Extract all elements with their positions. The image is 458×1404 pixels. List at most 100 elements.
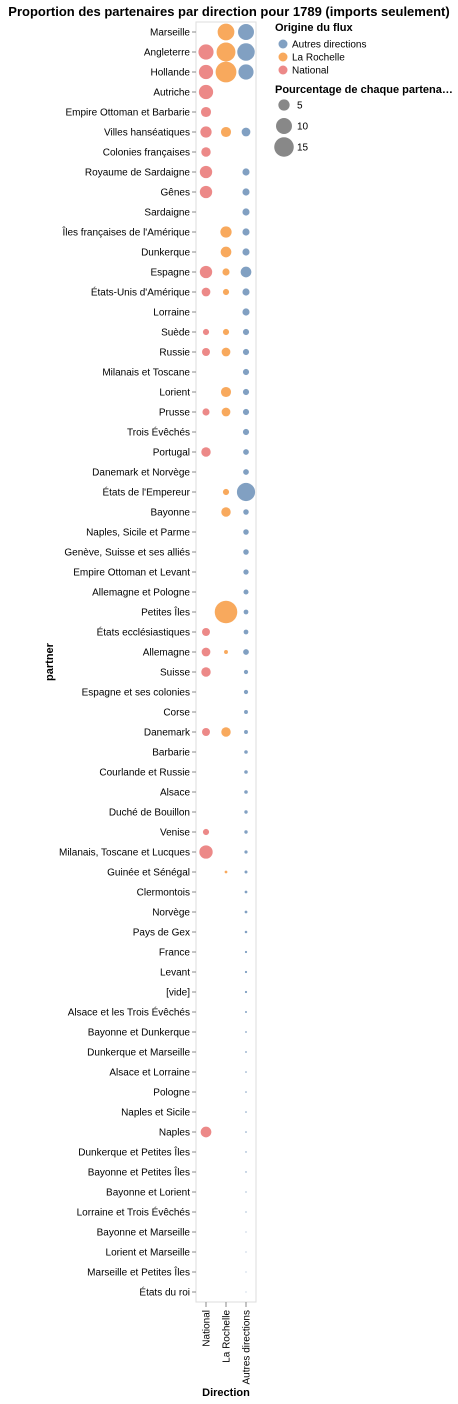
point-national-allemagne — [201, 647, 211, 657]
y-tick-label: Empire Ottoman et Barbarie — [66, 108, 191, 119]
data-points — [198, 23, 256, 1293]
y-tick-label: États-Unis d'Amérique — [91, 286, 191, 299]
y-tick-label: Corse — [163, 708, 190, 719]
point-la-rochelle-lorient — [220, 386, 232, 398]
legend-label-la-rochelle: La Rochelle — [292, 53, 345, 64]
legend-color-title: Origine du flux — [275, 22, 353, 34]
legend-size-title: Pourcentage de chaque partena… — [275, 84, 453, 96]
point-la-rochelle-prusse — [221, 407, 231, 417]
y-tick-label: Alsace — [160, 788, 190, 799]
point-autres-directions-bayonne-et-lorient — [245, 1191, 247, 1193]
point-autres-directions-naples-sicile-et-parme — [243, 529, 249, 535]
point-national-genes — [199, 185, 213, 199]
legend-swatch-autres-directions — [278, 39, 288, 49]
y-tick-label: Dunkerque et Petites Îles — [78, 1146, 190, 1159]
point-national-milanais-toscane-et-lucques — [199, 845, 213, 859]
point-autres-directions-venise — [244, 830, 248, 834]
y-tick-label: Naples et Sicile — [121, 1108, 190, 1119]
y-tick-label: Bayonne et Petites Îles — [88, 1166, 190, 1179]
y-tick-label: Petites Îles — [141, 606, 190, 619]
y-tick-label: Clermontois — [137, 888, 190, 899]
point-national-empire-ottoman-et-barbarie — [200, 106, 212, 118]
point-la-rochelle-hollande — [215, 61, 237, 83]
y-tick-label: Milanais et Toscane — [102, 368, 190, 379]
legend-color-entries: Autres directions La Rochelle National — [278, 39, 366, 77]
point-autres-directions-royaume-de-sardaigne — [242, 168, 250, 176]
y-tick-label: Suisse — [160, 668, 190, 679]
point-autres-directions-bayonne-et-petites-iles — [245, 1171, 247, 1173]
point-la-rochelle-dunkerque — [220, 246, 232, 258]
point-autres-directions-lorient — [242, 388, 250, 396]
point-autres-directions-alsace — [244, 790, 248, 794]
y-tick-label: États ecclésiastiques — [97, 626, 190, 639]
point-autres-directions-suede — [242, 328, 250, 336]
y-tick-label: Autriche — [153, 88, 190, 99]
y-tick-label: Danemark — [144, 728, 191, 739]
y-tick-label: Naples, Sicile et Parme — [86, 528, 190, 539]
point-la-rochelle-marseille — [217, 23, 235, 41]
point-national-royaume-de-sardaigne — [199, 165, 213, 179]
point-autres-directions-etats-de-l-empereur — [236, 482, 256, 502]
y-tick-label: Dunkerque et Marseille — [87, 1048, 190, 1059]
y-tick-label: Milanais, Toscane et Lucques — [59, 848, 190, 859]
point-autres-directions-sardaigne — [242, 208, 250, 216]
point-autres-directions-naples — [245, 1131, 247, 1133]
y-tick-label: Colonies françaises — [103, 148, 190, 159]
point-autres-directions-norvege — [244, 910, 248, 914]
point-autres-directions-milanais-toscane-et-lucques — [244, 850, 248, 854]
y-tick-label: Pologne — [153, 1088, 190, 1099]
point-national-russie — [202, 348, 210, 356]
y-tick-label: Marseille — [150, 28, 190, 39]
point-autres-directions-etats-ecclesiastiques — [243, 629, 249, 635]
legend-swatch-la-rochelle — [278, 52, 288, 62]
y-tick-label: Espagne — [151, 268, 191, 279]
point-national-naples — [200, 1126, 212, 1138]
y-tick-label: Gênes — [161, 188, 190, 199]
point-autres-directions-portugal — [243, 449, 249, 455]
y-tick-label: Lorraine — [153, 308, 190, 319]
point-la-rochelle-bayonne — [221, 507, 231, 517]
y-tick-label: Naples — [159, 1128, 190, 1139]
y-tick-label: [vide] — [166, 988, 190, 999]
y-tick-label: États de l'Empereur — [102, 486, 190, 499]
point-la-rochelle-villes-hanseatiques — [220, 126, 232, 138]
point-autres-directions-levant — [244, 970, 248, 974]
point-autres-directions-prusse — [242, 408, 250, 416]
y-tick-label: Prusse — [159, 408, 191, 419]
point-autres-directions-espagne — [240, 266, 252, 278]
y-tick-label: Alsace et Lorraine — [109, 1068, 190, 1079]
y-tick-label: Courlande et Russie — [99, 768, 190, 779]
y-tick-label: Levant — [160, 968, 190, 979]
point-la-rochelle-iles-francaises-de-l-amerique — [220, 226, 232, 238]
point-national-angleterre — [198, 44, 214, 60]
point-la-rochelle-espagne — [222, 268, 230, 276]
y-tick-label: Royaume de Sardaigne — [85, 168, 191, 179]
point-autres-directions-dunkerque-et-marseille — [245, 1051, 247, 1053]
legend-size-label-10: 10 — [297, 122, 309, 133]
point-la-rochelle-russie — [221, 347, 231, 357]
point-national-villes-hanseatiques — [200, 126, 212, 138]
x-tick-label-autres-directions: Autres directions — [242, 1310, 253, 1384]
y-tick-label: Bayonne et Dunkerque — [88, 1028, 191, 1039]
point-autres-directions-danemark-et-norvege — [243, 469, 249, 475]
point-autres-directions-villes-hanseatiques — [241, 127, 251, 137]
y-tick-label: Bayonne et Lorient — [106, 1188, 190, 1199]
y-tick-label: Lorient — [159, 388, 190, 399]
y-tick-label: Lorient et Marseille — [106, 1248, 191, 1259]
legend-size-swatch-15 — [274, 137, 294, 157]
point-autres-directions-guinee-et-senegal — [244, 870, 248, 874]
point-autres-directions-courlande-et-russie — [244, 770, 248, 774]
y-tick-label: Danemark et Norvège — [92, 468, 190, 479]
point-autres-directions-clermontois — [244, 890, 248, 894]
y-tick-label: Bayonne et Marseille — [97, 1228, 191, 1239]
point-autres-directions-geneve-suisse-et-ses-allies — [243, 549, 249, 555]
point-autres-directions-france — [244, 950, 248, 954]
point-national-danemark — [202, 728, 210, 736]
point-autres-directions-marseille-et-petites-iles — [245, 1271, 247, 1273]
y-tick-label: Villes hanséatiques — [104, 128, 190, 139]
legend-size-label-15: 15 — [297, 143, 309, 154]
legend-swatch-national — [278, 65, 288, 75]
point-la-rochelle-guinee-et-senegal — [224, 870, 228, 874]
y-tick-label: Bayonne — [151, 508, 191, 519]
point-national-espagne — [199, 265, 213, 279]
